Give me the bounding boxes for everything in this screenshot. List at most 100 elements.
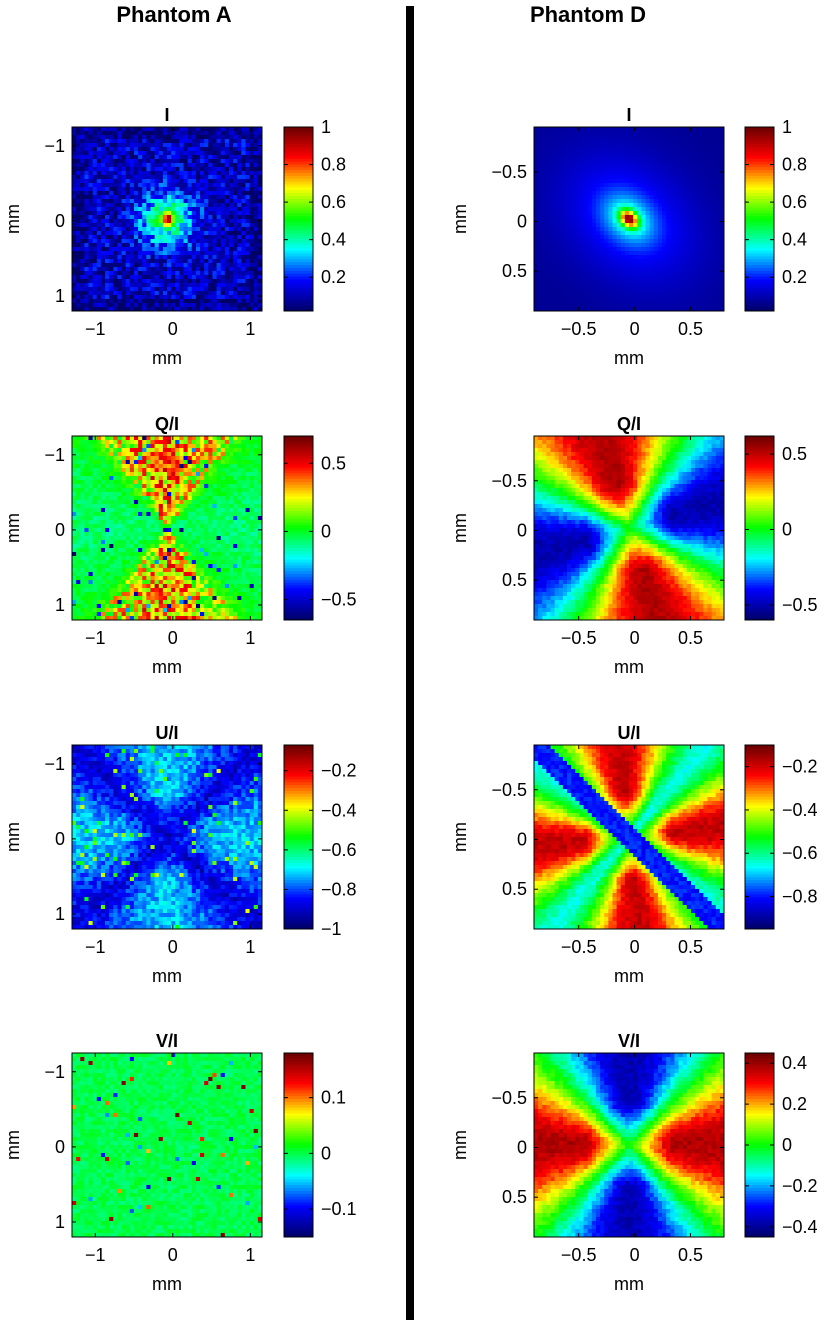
x-tick-label: 1 [245, 628, 255, 648]
x-axis-label: mm [152, 657, 182, 677]
colorbar-step [284, 602, 313, 607]
colorbar-step [745, 1142, 774, 1146]
colorbar-step [745, 1205, 774, 1209]
colorbar-step [284, 253, 313, 257]
colorbar-step [284, 839, 313, 844]
colorbar-step [745, 175, 774, 180]
colorbar-step [284, 802, 313, 806]
colorbar-step [284, 184, 313, 188]
colorbar-step [284, 1087, 313, 1091]
colorbar-step [745, 559, 774, 563]
colorbar-tick-label: 0 [321, 521, 331, 541]
colorbar-step [745, 233, 774, 237]
colorbar-step [284, 805, 313, 809]
colorbar-tick-label: −0.4 [782, 1217, 818, 1237]
colorbar-step [745, 533, 774, 538]
colorbar-step [284, 1147, 313, 1152]
colorbar-step [745, 770, 774, 775]
colorbar-tick-label: 0.8 [321, 155, 346, 175]
colorbar-step [745, 510, 774, 515]
colorbar-tick-label: 0.4 [321, 230, 346, 250]
colorbar-step [745, 539, 774, 543]
colorbar-step [284, 1170, 313, 1175]
colorbar-step [284, 459, 313, 463]
colorbar-step [284, 456, 313, 460]
colorbar-step [745, 1078, 774, 1083]
panel-title: V/I [618, 1031, 640, 1051]
colorbar-step [745, 1067, 774, 1071]
colorbar-step [745, 1136, 774, 1140]
colorbar-step [284, 1208, 313, 1212]
colorbar-step [284, 776, 313, 780]
colorbar-step [745, 456, 774, 460]
colorbar-step [745, 1202, 774, 1206]
colorbar-step [284, 539, 313, 543]
colorbar-step [284, 1179, 313, 1183]
colorbar-step [284, 1090, 313, 1094]
colorbar-step [284, 1070, 313, 1074]
colorbar-step [284, 1231, 313, 1235]
colorbar-step [284, 484, 313, 489]
colorbar-tick-label: 0 [782, 1135, 792, 1155]
colorbar-step [284, 808, 313, 812]
colorbar-step [284, 1058, 313, 1063]
colorbar-step [745, 464, 774, 469]
y-tick-label: 0 [517, 211, 527, 231]
colorbar-step [284, 551, 313, 555]
colorbar-step [745, 525, 774, 529]
colorbar-step [284, 568, 313, 572]
colorbar-step [284, 1165, 313, 1169]
colorbar-step [745, 1188, 774, 1192]
colorbar-step [284, 441, 313, 446]
colorbar-step [284, 888, 313, 893]
x-axis-label: mm [152, 1274, 182, 1294]
colorbar-step [284, 201, 313, 206]
heatmap-cells [534, 745, 725, 930]
colorbar-step [284, 1162, 313, 1166]
colorbar-step [745, 814, 774, 818]
axes-frame [71, 435, 263, 621]
colorbar-step [745, 250, 774, 254]
y-tick-label: 0 [55, 1137, 65, 1157]
panel-title: Q/I [155, 414, 179, 434]
colorbar-step [745, 819, 774, 824]
colorbar-step [284, 773, 313, 778]
colorbar-step [745, 799, 774, 803]
colorbar-step [284, 1222, 313, 1226]
colorbar-step [745, 302, 774, 306]
colorbar-step [284, 1145, 313, 1149]
x-tick-label: −0.5 [561, 1245, 597, 1265]
colorbar-step [745, 1076, 774, 1080]
colorbar-step [745, 219, 774, 223]
colorbar-step [284, 1127, 313, 1132]
colorbar-step [745, 747, 774, 752]
colorbar-step [284, 239, 313, 243]
colorbar-step [745, 187, 774, 191]
colorbar-step [284, 178, 313, 183]
x-axis-label: mm [614, 657, 644, 677]
colorbar-step [284, 811, 313, 815]
colorbar-step [284, 516, 313, 520]
colorbar-step [745, 926, 774, 930]
colorbar-step [284, 282, 313, 286]
colorbar-step [745, 579, 774, 584]
colorbar-step [745, 299, 774, 303]
colorbar-step [745, 602, 774, 607]
colorbar-step [284, 230, 313, 234]
axes-frame [71, 744, 263, 930]
y-axis-label: mm [450, 204, 470, 234]
colorbar-tick-label: 0.8 [782, 155, 807, 175]
colorbar-tick-label: 0.2 [782, 267, 807, 287]
colorbar-step [745, 553, 774, 558]
y-tick-label: −0.5 [491, 780, 527, 800]
colorbar-tick-label: −0.2 [321, 761, 357, 781]
colorbar-step [745, 599, 774, 604]
colorbar-step [745, 158, 774, 162]
colorbar-step [745, 548, 774, 552]
colorbar-step [284, 1188, 313, 1192]
colorbar-step [284, 1130, 313, 1134]
colorbar-step [745, 308, 774, 312]
colorbar-tick-label: 0 [321, 1143, 331, 1163]
colorbar-step [745, 201, 774, 206]
